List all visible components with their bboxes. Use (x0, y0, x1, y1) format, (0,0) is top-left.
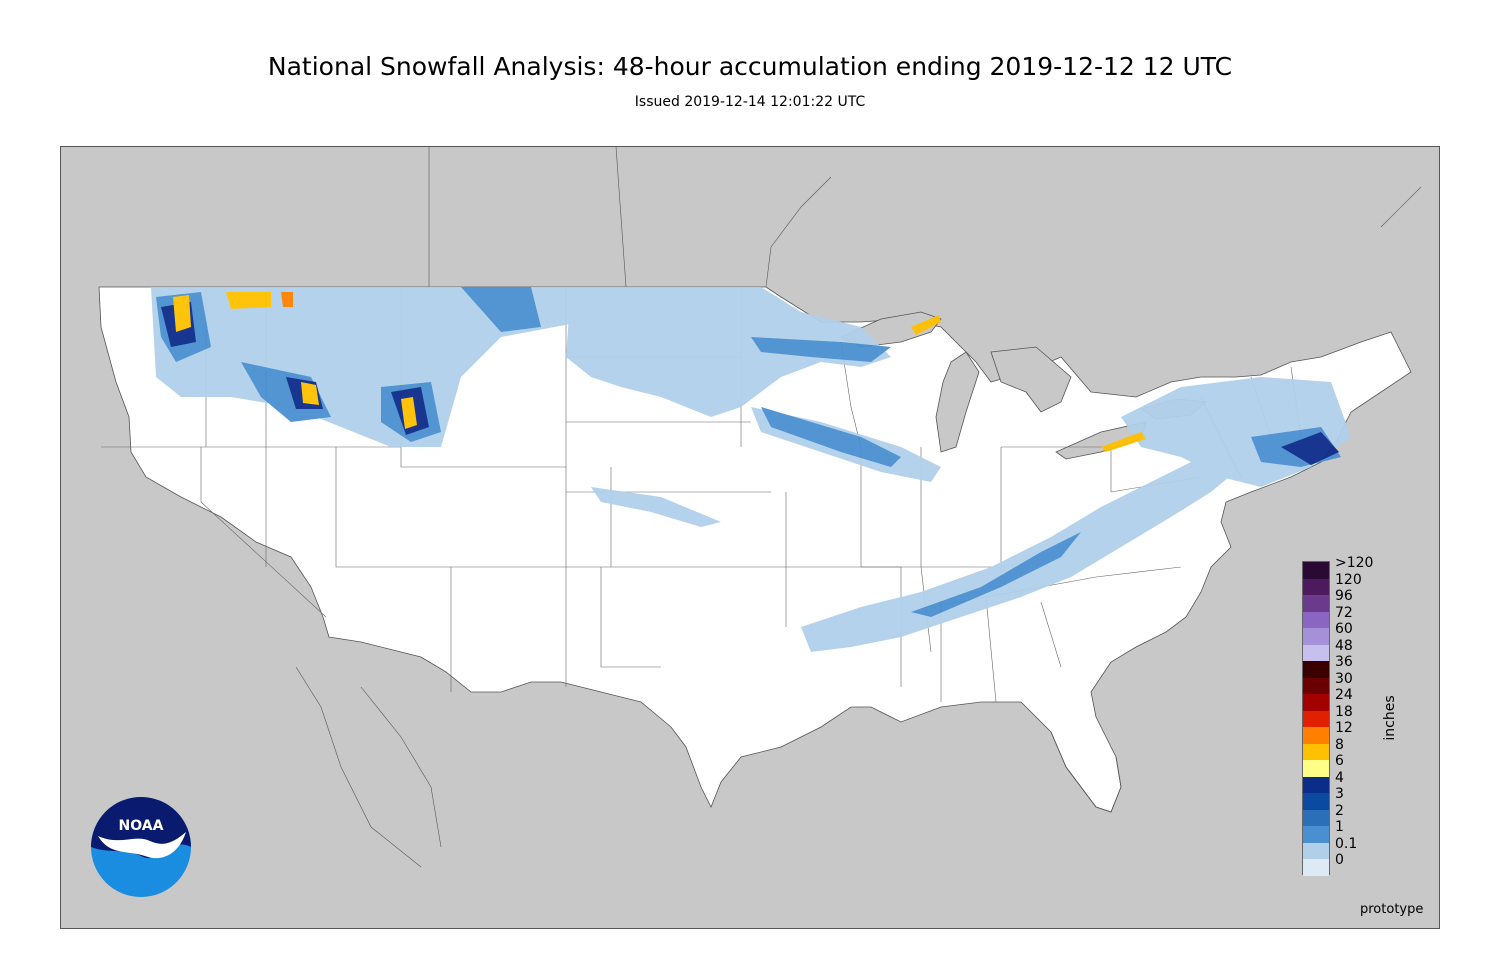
legend-label: 18 (1335, 703, 1353, 720)
legend-label: 3 (1335, 786, 1344, 802)
legend-swatch (1303, 677, 1329, 694)
color-legend (1302, 561, 1330, 876)
legend-label: 8 (1335, 736, 1344, 753)
legend-swatch (1303, 578, 1329, 595)
legend-label: 24 (1335, 687, 1353, 703)
legend-label: 4 (1335, 769, 1344, 786)
legend-swatch (1303, 842, 1329, 859)
legend-label: 48 (1335, 637, 1353, 654)
noaa-logo: NOAA (90, 796, 192, 898)
legend-label: 12 (1335, 720, 1353, 736)
page-title: National Snowfall Analysis: 48-hour accu… (267, 52, 1233, 81)
snowfall-map[interactable] (60, 146, 1440, 929)
legend-unit-label: inches (1382, 695, 1398, 741)
legend-swatch (1303, 562, 1329, 579)
country-boundaries (295, 147, 1422, 868)
legend-swatch (1303, 661, 1329, 678)
legend-swatch (1303, 743, 1329, 760)
issued-timestamp: Issued 2019-12-14 12:01:22 UTC (634, 94, 866, 110)
prototype-note: prototype (1360, 902, 1424, 917)
snowfall-field (151, 287, 1351, 652)
logo-gull-icon (98, 832, 186, 859)
legend-swatch (1303, 644, 1329, 661)
legend-swatch (1303, 859, 1329, 876)
legend-label: >120 (1335, 555, 1374, 571)
map-canvas (98, 147, 1422, 868)
legend-swatch (1303, 611, 1329, 628)
lake-michigan (935, 351, 980, 453)
legend-label: 120 (1335, 571, 1362, 588)
lake-huron (990, 346, 1072, 413)
legend-label: 36 (1335, 654, 1353, 670)
legend-swatch (1303, 826, 1329, 843)
legend-swatch (1303, 809, 1329, 826)
legend-label: 96 (1335, 588, 1353, 604)
legend-label: 72 (1335, 604, 1353, 621)
legend-swatch (1303, 793, 1329, 810)
legend-swatch (1303, 694, 1329, 711)
legend-label: 0.1 (1335, 835, 1358, 852)
legend-label: 2 (1335, 802, 1344, 819)
legend-swatch (1303, 628, 1329, 645)
legend-label: 0 (1335, 852, 1344, 868)
logo-text: NOAA (119, 818, 164, 834)
legend-swatch (1303, 710, 1329, 727)
legend-label: 6 (1335, 753, 1344, 769)
legend-label: 60 (1335, 621, 1353, 637)
legend-swatch (1303, 776, 1329, 793)
legend-swatch (1303, 727, 1329, 744)
legend-label: 30 (1335, 670, 1353, 687)
legend-swatch (1303, 595, 1329, 612)
legend-label: 1 (1335, 819, 1344, 835)
legend-swatch (1303, 760, 1329, 777)
